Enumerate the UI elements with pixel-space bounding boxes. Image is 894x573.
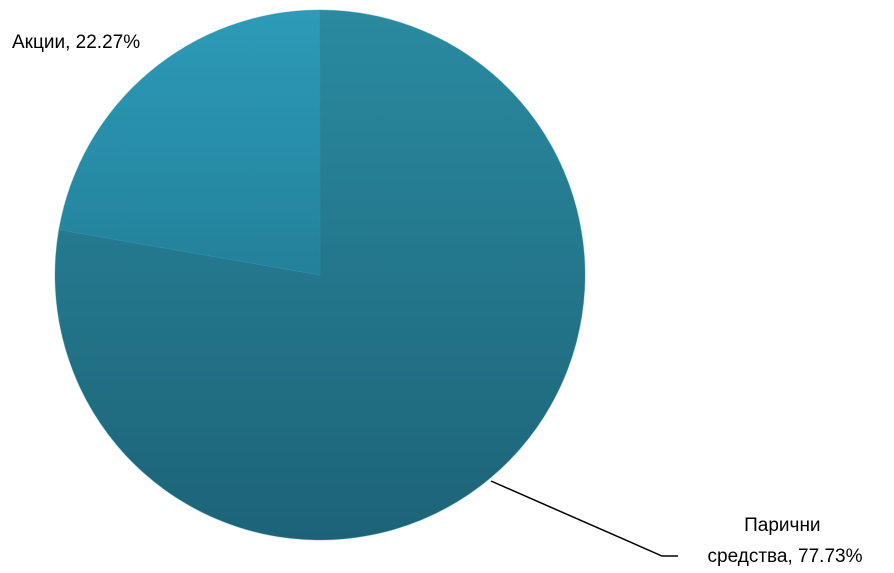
cash-slice-leader-line bbox=[490, 480, 678, 557]
cash-slice-label-line-1: Парични bbox=[744, 515, 820, 536]
cash-slice bbox=[54, 9, 586, 541]
pie-labels: Акции, 22.27% Парични средства, 77.73% bbox=[12, 32, 863, 567]
pie-slices bbox=[54, 9, 586, 541]
cash-slice-label-line-2: средства, 77.73% bbox=[708, 546, 863, 567]
cash-slice-label: Парични средства, 77.73% bbox=[708, 515, 863, 567]
stocks-slice bbox=[58, 9, 321, 276]
stocks-slice-label-line: Акции, 22.27% bbox=[12, 32, 140, 53]
stocks-slice-label: Акции, 22.27% bbox=[12, 32, 140, 53]
